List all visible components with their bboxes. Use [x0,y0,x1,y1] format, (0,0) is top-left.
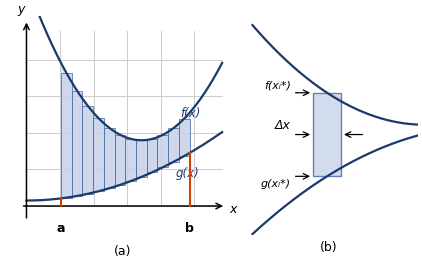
Bar [313,93,341,176]
Text: (b): (b) [320,241,338,254]
Bar [136,140,147,177]
Text: f(x): f(x) [180,107,200,120]
Text: g(xᵢ*): g(xᵢ*) [261,179,291,189]
Text: (a): (a) [114,245,131,258]
Bar [72,91,82,196]
Text: x: x [230,203,237,216]
Bar [93,118,104,191]
Text: a: a [57,222,65,235]
Bar [179,119,189,156]
Bar [114,135,125,185]
Bar [168,128,179,162]
Bar [104,128,114,188]
Bar [157,135,168,167]
Bar [125,139,136,181]
Bar [61,73,72,198]
Text: Δx: Δx [275,119,291,132]
Bar [82,106,93,194]
Bar [147,139,157,172]
Text: f(xᵢ*): f(xᵢ*) [264,80,291,91]
Text: b: b [185,222,194,235]
Text: y: y [17,3,24,16]
Text: g(x): g(x) [176,167,200,180]
